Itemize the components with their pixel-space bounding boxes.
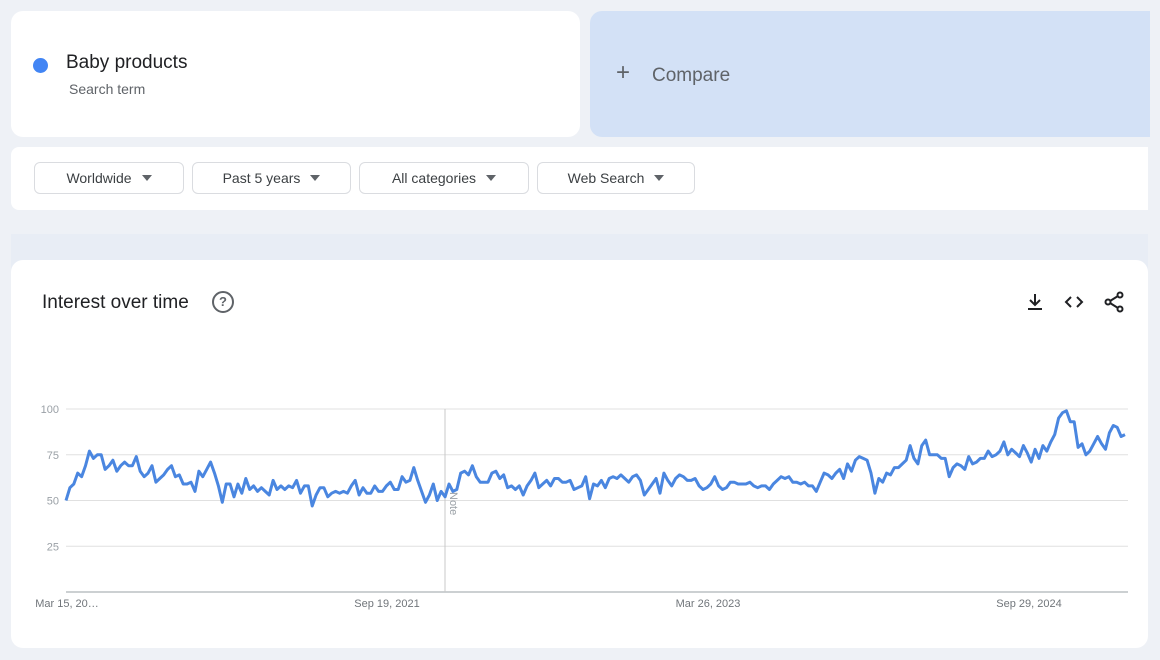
caret-down-icon	[310, 175, 321, 181]
caret-down-icon	[654, 175, 665, 181]
caret-down-icon	[486, 175, 497, 181]
filter-label: All categories	[391, 170, 477, 186]
time-range-filter[interactable]: Past 5 years	[192, 162, 351, 194]
share-icon[interactable]	[1102, 290, 1126, 314]
compare-button[interactable]: + Compare	[590, 11, 1150, 137]
compare-label: Compare	[652, 65, 731, 86]
search-term-subtitle: Search term	[69, 81, 146, 97]
filter-label: Web Search	[567, 170, 645, 186]
region-filter[interactable]: Worldwide	[34, 162, 184, 194]
embed-code-icon[interactable]	[1062, 290, 1086, 314]
search-term-card[interactable]: Baby products Search term	[11, 11, 580, 137]
search-type-filter[interactable]: Web Search	[537, 162, 695, 194]
filter-label: Past 5 years	[222, 170, 301, 186]
panel-title: Interest over time	[42, 292, 189, 313]
caret-down-icon	[141, 175, 152, 181]
series-color-dot	[33, 58, 48, 73]
help-icon[interactable]: ?	[212, 291, 234, 313]
download-icon[interactable]	[1023, 290, 1047, 314]
category-filter[interactable]: All categories	[359, 162, 529, 194]
filter-label: Worldwide	[66, 170, 132, 186]
interest-over-time-panel: Interest over time ?	[11, 260, 1148, 648]
plus-icon: +	[616, 59, 631, 86]
filter-bar: Worldwide Past 5 years All categories We…	[11, 147, 1148, 210]
search-term-name[interactable]: Baby products	[66, 52, 188, 73]
